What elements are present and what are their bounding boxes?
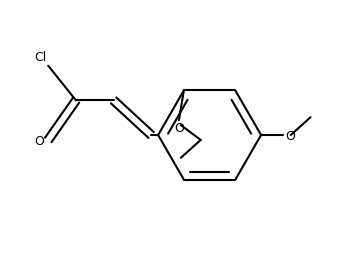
- Text: Cl: Cl: [34, 51, 46, 64]
- Text: O: O: [285, 130, 295, 142]
- Text: O: O: [34, 135, 44, 149]
- Text: O: O: [174, 122, 184, 135]
